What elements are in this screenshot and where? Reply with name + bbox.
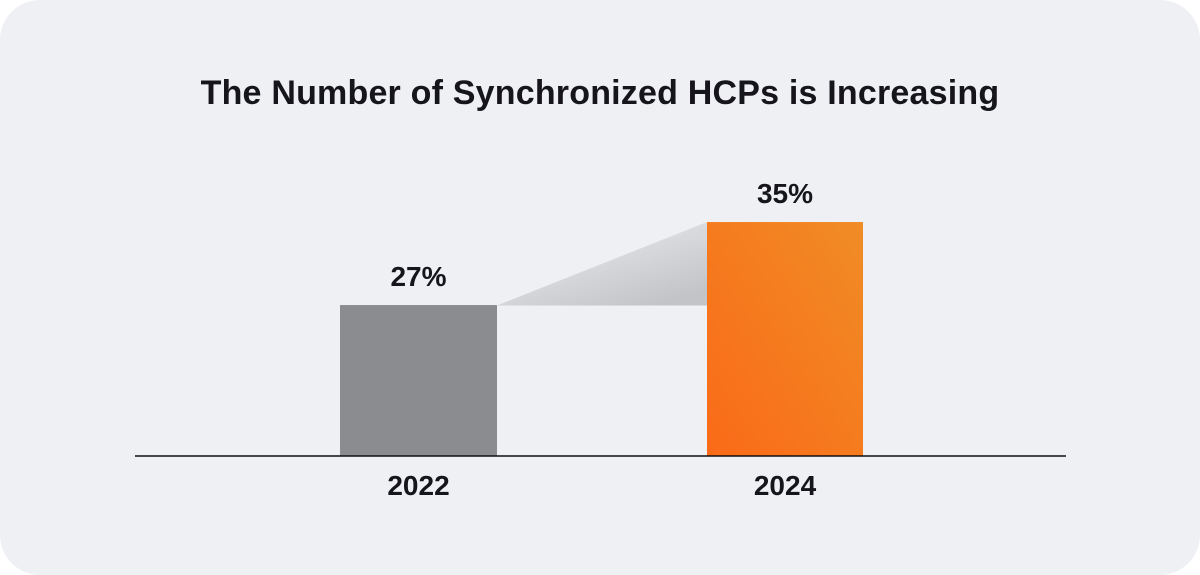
bar-2022 [340, 305, 497, 456]
value-label-2024: 35% [756, 178, 814, 210]
growth-connector-wedge [497, 222, 707, 306]
value-label-2022: 27% [390, 261, 447, 293]
bar-2024 [707, 222, 863, 456]
x-tick-label-2024: 2024 [753, 470, 817, 501]
x-tick-label-2022: 2022 [387, 470, 450, 501]
chart-title: The Number of Synchronized HCPs is Incre… [200, 74, 1000, 112]
